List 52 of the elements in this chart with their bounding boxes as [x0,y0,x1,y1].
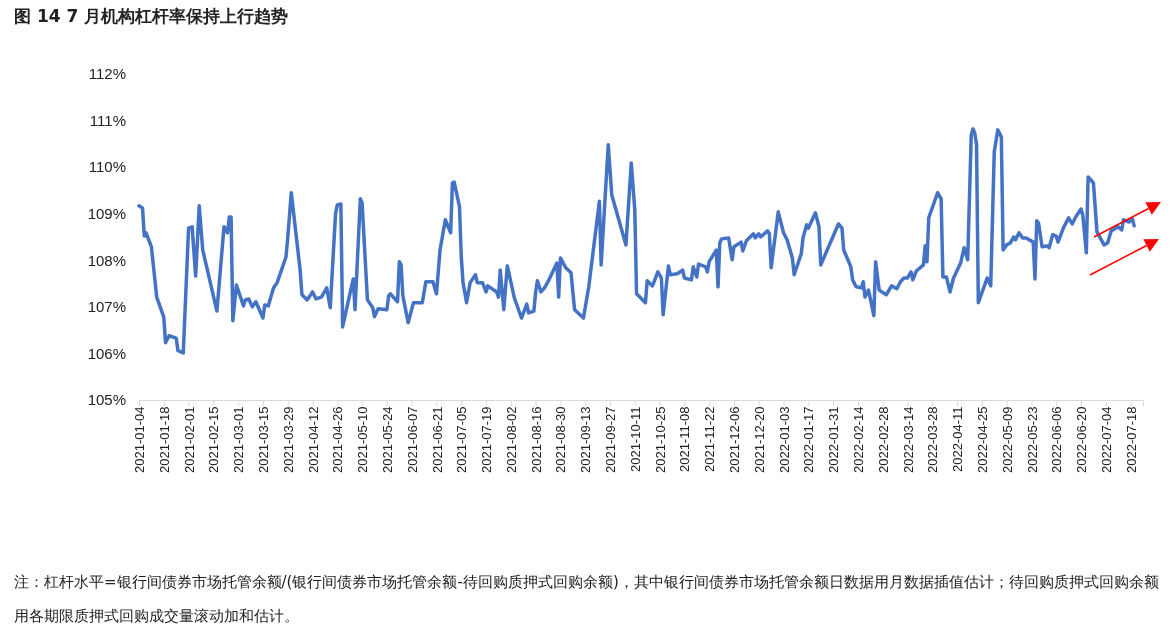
y-tick-label: 106% [87,344,126,362]
x-tick-label: 2021-12-20 [751,406,767,473]
x-tick-label: 2021-02-15 [206,406,222,473]
x-tick-label: 2021-03-29 [280,406,296,473]
x-tick-label: 2021-01-18 [156,406,172,473]
x-tick-label: 2021-12-06 [727,406,743,473]
x-tick-label: 2021-09-27 [603,406,619,473]
text: 注：杠杆水平=银行间债券市场托管余额/(银行间债券市场托管余额-待回购质押式回购余额)，其中银行间债券市场托管余额日数据用月数据插值估计；待回购质押式回购余额用各期限质押式回购成交量滚动加和估计。 [14,572,1160,627]
x-tick-label: 2022-07-04 [1098,406,1114,473]
x-tick-label: 2021-10-25 [652,406,668,473]
y-tick-label: 111% [89,111,126,129]
x-tick-label: 2021-08-16 [528,406,544,473]
x-tick-label: 2021-08-02 [503,406,519,473]
x-tick-label: 2021-04-26 [330,406,346,473]
x-tick-label: 2021-03-15 [256,406,271,473]
x-tick-label: 2022-04-11 [950,406,966,473]
x-tick-label: 2022-05-09 [999,406,1015,473]
x-tick-label: 2021-11-22 [702,406,718,473]
y-tick-label: 112% [88,65,126,83]
x-tick-label: 2022-02-28 [875,406,891,473]
chart-title: 图 14 7 月机构杠杆率保持上行趋势 [14,6,289,26]
y-tick-label: 105% [87,391,126,409]
x-tick-label: 2021-09-13 [578,406,594,473]
y-tick-label: 108% [87,251,126,269]
x-tick-label: 2021-01-04 [132,406,148,473]
x-tick-label: 2022-05-23 [1024,406,1040,473]
x-tick-label: 2022-06-20 [1074,406,1090,473]
x-tick-label: 2021-03-01 [231,406,247,473]
x-tick-label: 2022-03-14 [900,406,916,473]
line-series [137,127,1136,355]
x-tick-label: 2021-11-08 [677,406,693,473]
x-tick-label: 2021-06-21 [429,406,445,473]
x-tick-label: 2022-02-14 [850,406,866,473]
x-tick-label: 2021-04-12 [305,406,321,473]
x-tick-label: 2021-05-24 [379,406,395,473]
x-tick-label: 2022-04-25 [974,406,990,473]
x-tick-label: 2022-01-17 [801,406,817,473]
y-tick-label: 107% [87,298,126,316]
x-tick-label: 2021-08-30 [553,406,569,473]
y-tick-label: 110% [88,158,126,176]
x-tick-label: 2022-06-06 [1049,406,1065,473]
x-tick-label: 2022-07-18 [1123,406,1139,473]
x-tick-label: 2021-07-19 [479,406,495,473]
x-tick-label: 2022-01-03 [776,406,792,473]
x-tick-label: 2021-02-01 [181,406,197,473]
x-tick-label: 2021-10-11 [627,406,643,473]
x-tick-label: 2022-01-31 [826,406,842,473]
x-tick-label: 2021-06-07 [404,406,420,473]
y-tick-label: 109% [87,205,126,223]
x-tick-label: 2021-07-05 [454,406,470,473]
x-tick-label: 2022-03-28 [925,406,941,473]
x-tick-label: 2021-05-10 [355,406,371,473]
